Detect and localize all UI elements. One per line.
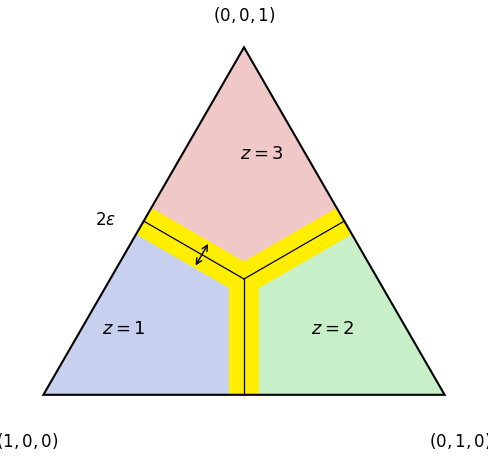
Polygon shape xyxy=(236,208,352,292)
Text: $z = 3$: $z = 3$ xyxy=(240,145,284,163)
Polygon shape xyxy=(136,208,252,292)
Polygon shape xyxy=(229,279,259,395)
Text: $z = 1$: $z = 1$ xyxy=(102,320,145,337)
Polygon shape xyxy=(43,47,445,395)
Text: $(1, 0, 0)$: $(1, 0, 0)$ xyxy=(0,431,59,451)
Text: $(0, 1, 0)$: $(0, 1, 0)$ xyxy=(429,431,488,451)
Polygon shape xyxy=(244,221,445,395)
Polygon shape xyxy=(43,221,244,395)
Text: $2\varepsilon$: $2\varepsilon$ xyxy=(95,211,116,229)
Polygon shape xyxy=(143,47,345,279)
Text: $(0, 0, 1)$: $(0, 0, 1)$ xyxy=(213,5,275,25)
Text: $z = 2$: $z = 2$ xyxy=(310,320,354,337)
